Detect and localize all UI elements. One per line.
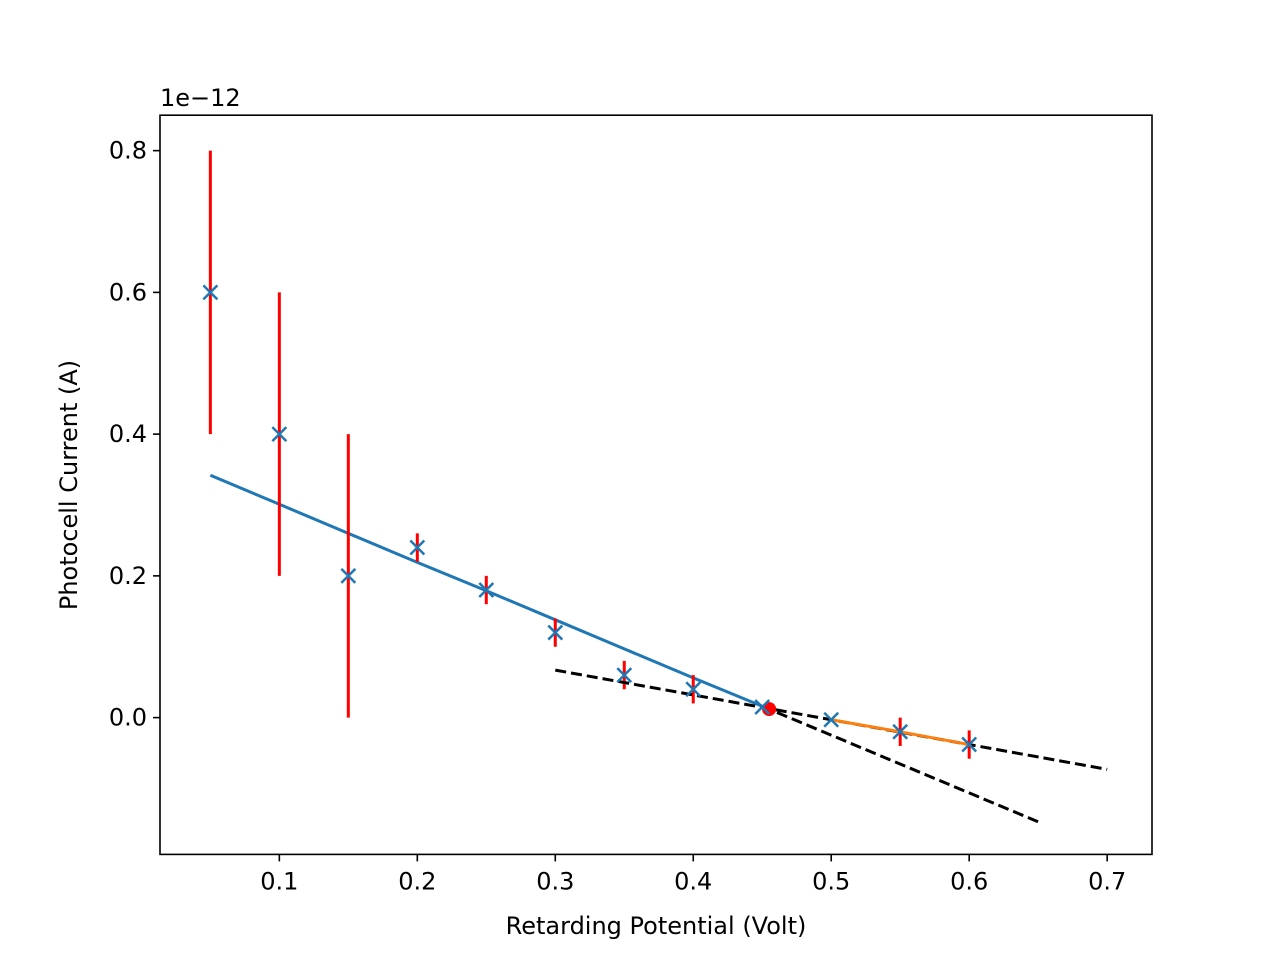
plot-frame xyxy=(159,114,1153,856)
data-point-stroke xyxy=(547,624,564,641)
data-point xyxy=(409,539,426,556)
x-tick-label: 0.1 xyxy=(260,867,298,895)
x-tick-label: 0.6 xyxy=(950,867,988,895)
data-point-stroke xyxy=(685,681,702,698)
data-point-stroke xyxy=(202,284,219,301)
data-point xyxy=(961,736,978,753)
data-point xyxy=(547,624,564,641)
y-axis-label: Photocell Current (A) xyxy=(55,360,83,610)
y-tick-label: 0.6 xyxy=(109,278,147,306)
data-point-stroke xyxy=(478,582,495,598)
data-point-stroke xyxy=(409,539,426,556)
data-point xyxy=(685,681,702,698)
x-tick-label: 0.5 xyxy=(812,867,850,895)
data-point xyxy=(823,711,840,728)
data-point-stroke xyxy=(961,736,978,753)
y-axis: 0.0 0.2 0.4 0.6 0.8 xyxy=(109,137,160,732)
data-point-stroke xyxy=(892,723,909,740)
x-tick-label: 0.3 xyxy=(536,867,574,895)
y-tick-label: 0.0 xyxy=(109,704,147,732)
x-tick-label: 0.2 xyxy=(398,867,436,895)
data-point xyxy=(340,567,357,584)
y-offset-label: 1e−12 xyxy=(160,84,241,112)
data-point xyxy=(754,699,771,715)
data-point xyxy=(271,426,288,443)
x-axis-label: Retarding Potential (Volt) xyxy=(506,912,807,940)
y-tick-label: 0.8 xyxy=(109,137,147,165)
data-point xyxy=(616,667,633,683)
extrapolation-line-steep xyxy=(761,704,1039,824)
data-point xyxy=(478,582,495,598)
x-axis: 0.1 0.2 0.3 0.4 0.5 0.6 0.7 xyxy=(260,854,1126,895)
x-tick-label: 0.4 xyxy=(674,867,712,895)
intersection-point xyxy=(762,702,777,717)
data-point-stroke xyxy=(340,567,357,584)
data-point-stroke xyxy=(754,699,771,715)
data-point-stroke xyxy=(616,667,633,683)
data-point-stroke xyxy=(271,426,288,443)
data-point xyxy=(892,723,909,740)
data-point-stroke xyxy=(823,711,840,728)
y-tick-label: 0.4 xyxy=(109,420,147,448)
y-tick-label: 0.2 xyxy=(109,562,147,590)
plot-marks xyxy=(202,150,1108,824)
data-point xyxy=(202,284,219,301)
x-tick-label: 0.7 xyxy=(1088,867,1126,895)
